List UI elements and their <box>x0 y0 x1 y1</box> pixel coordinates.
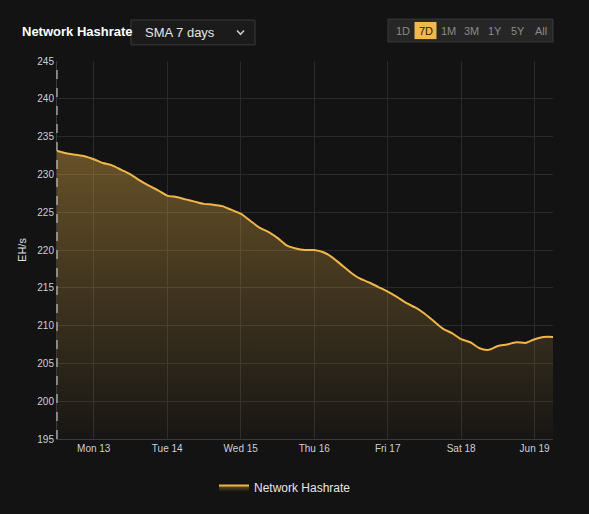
svg-text:Network Hashrate: Network Hashrate <box>22 24 133 39</box>
svg-text:195: 195 <box>37 434 54 445</box>
svg-text:200: 200 <box>37 396 54 407</box>
svg-text:1D: 1D <box>396 25 410 37</box>
svg-text:220: 220 <box>37 245 54 256</box>
svg-text:Fri 17: Fri 17 <box>375 443 401 454</box>
svg-text:1M: 1M <box>441 25 456 37</box>
svg-text:205: 205 <box>37 358 54 369</box>
svg-text:245: 245 <box>37 56 54 67</box>
svg-text:Tue 14: Tue 14 <box>152 443 183 454</box>
svg-text:210: 210 <box>37 320 54 331</box>
svg-text:Wed 15: Wed 15 <box>224 443 259 454</box>
svg-text:3M: 3M <box>464 25 479 37</box>
svg-text:215: 215 <box>37 282 54 293</box>
svg-text:Thu 16: Thu 16 <box>299 443 331 454</box>
svg-text:225: 225 <box>37 207 54 218</box>
svg-text:7D: 7D <box>419 25 433 37</box>
svg-text:5Y: 5Y <box>511 25 525 37</box>
svg-text:240: 240 <box>37 93 54 104</box>
svg-text:EH/s: EH/s <box>16 238 28 262</box>
svg-text:Mon 13: Mon 13 <box>77 443 111 454</box>
svg-text:SMA 7 days: SMA 7 days <box>145 25 215 40</box>
svg-text:Jun 19: Jun 19 <box>520 443 550 454</box>
svg-text:230: 230 <box>37 169 54 180</box>
svg-text:235: 235 <box>37 131 54 142</box>
svg-text:Network Hashrate: Network Hashrate <box>254 481 350 495</box>
svg-text:1Y: 1Y <box>488 25 502 37</box>
svg-text:All: All <box>535 25 547 37</box>
svg-text:Sat 18: Sat 18 <box>447 443 476 454</box>
